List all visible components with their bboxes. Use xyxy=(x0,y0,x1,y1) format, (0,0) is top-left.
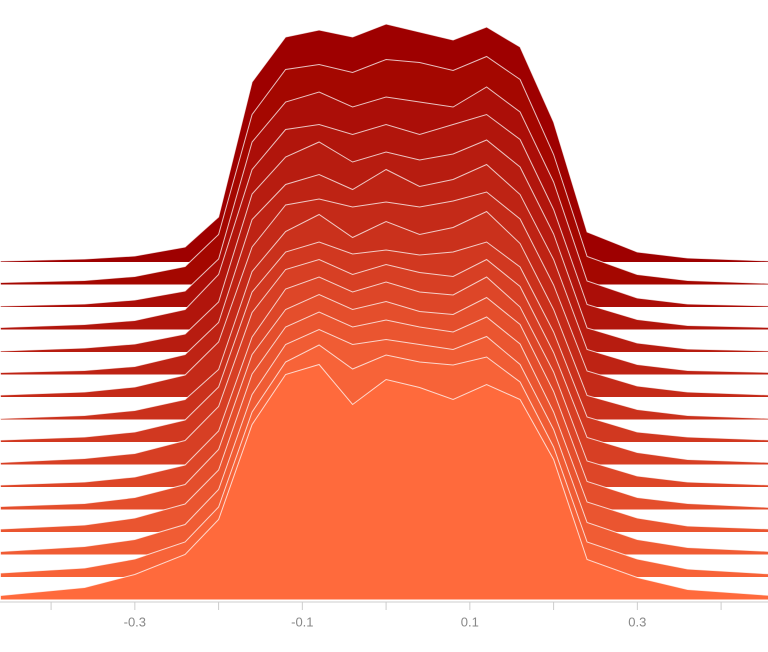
ridge-outline xyxy=(0,293,768,508)
ridge-outline xyxy=(0,191,768,396)
ridge-outline xyxy=(0,328,768,552)
x-tick-label: -0.3 xyxy=(124,614,146,629)
ridge-outline xyxy=(0,210,768,419)
ridge-outline xyxy=(0,276,768,486)
ridge-outline xyxy=(0,86,768,307)
ridge-outline xyxy=(0,258,768,463)
ridge-outline xyxy=(0,311,768,530)
x-tick-label: 0.1 xyxy=(461,614,479,629)
x-tick-label: -0.1 xyxy=(291,614,313,629)
ridge-outline xyxy=(0,344,768,575)
ridge-outline xyxy=(0,113,768,328)
ridge-outline xyxy=(0,363,768,596)
x-tick-label: 0.3 xyxy=(628,614,646,629)
ridge-outline xyxy=(0,241,768,441)
ridge-outline xyxy=(0,23,768,262)
ridge-outline xyxy=(0,55,768,284)
ridge-outline xyxy=(0,139,768,352)
ridge-area xyxy=(0,364,768,600)
ridge-outline xyxy=(0,163,768,373)
